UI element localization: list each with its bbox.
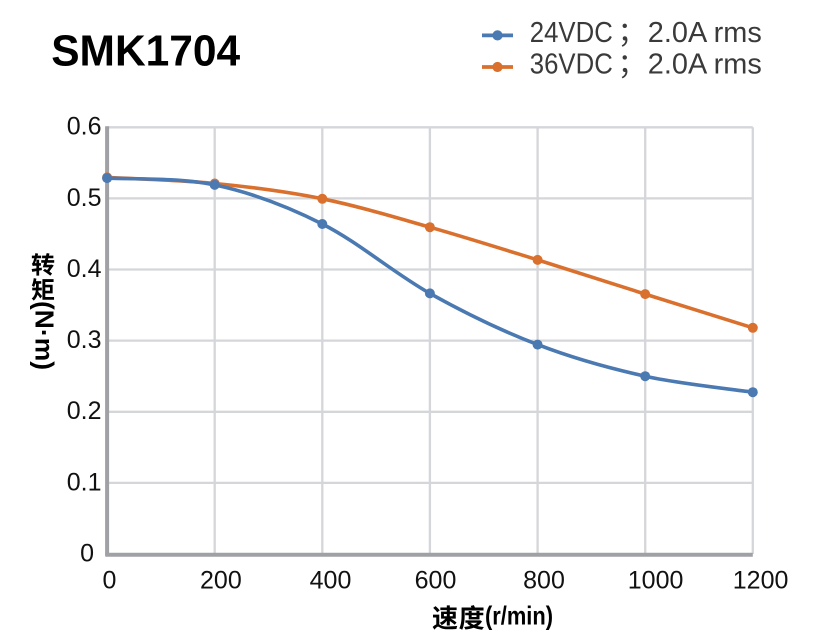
svg-text:36VDC: 36VDC [530,49,613,81]
svg-text:0.5: 0.5 [67,184,102,212]
svg-text:800: 800 [523,567,565,595]
svg-text:0.3: 0.3 [67,326,102,354]
svg-text:0: 0 [80,539,94,567]
svg-text:0.4: 0.4 [67,255,102,283]
svg-text:2.0A rms: 2.0A rms [648,17,762,49]
svg-text:(N·m): (N·m) [30,301,60,370]
svg-text:0: 0 [102,567,116,595]
svg-text:400: 400 [310,567,352,595]
svg-text:24VDC: 24VDC [530,17,613,49]
svg-text:SMK1704: SMK1704 [51,27,240,76]
svg-text:1200: 1200 [733,567,789,595]
svg-text:0.2: 0.2 [67,397,102,425]
svg-text:200: 200 [200,567,242,595]
svg-text:0.6: 0.6 [67,113,102,141]
svg-text:1000: 1000 [628,567,684,595]
svg-text:0.1: 0.1 [67,468,102,496]
svg-text:600: 600 [415,567,457,595]
svg-text:(r/min): (r/min) [485,600,553,630]
svg-text:2.0A rms: 2.0A rms [648,49,762,81]
